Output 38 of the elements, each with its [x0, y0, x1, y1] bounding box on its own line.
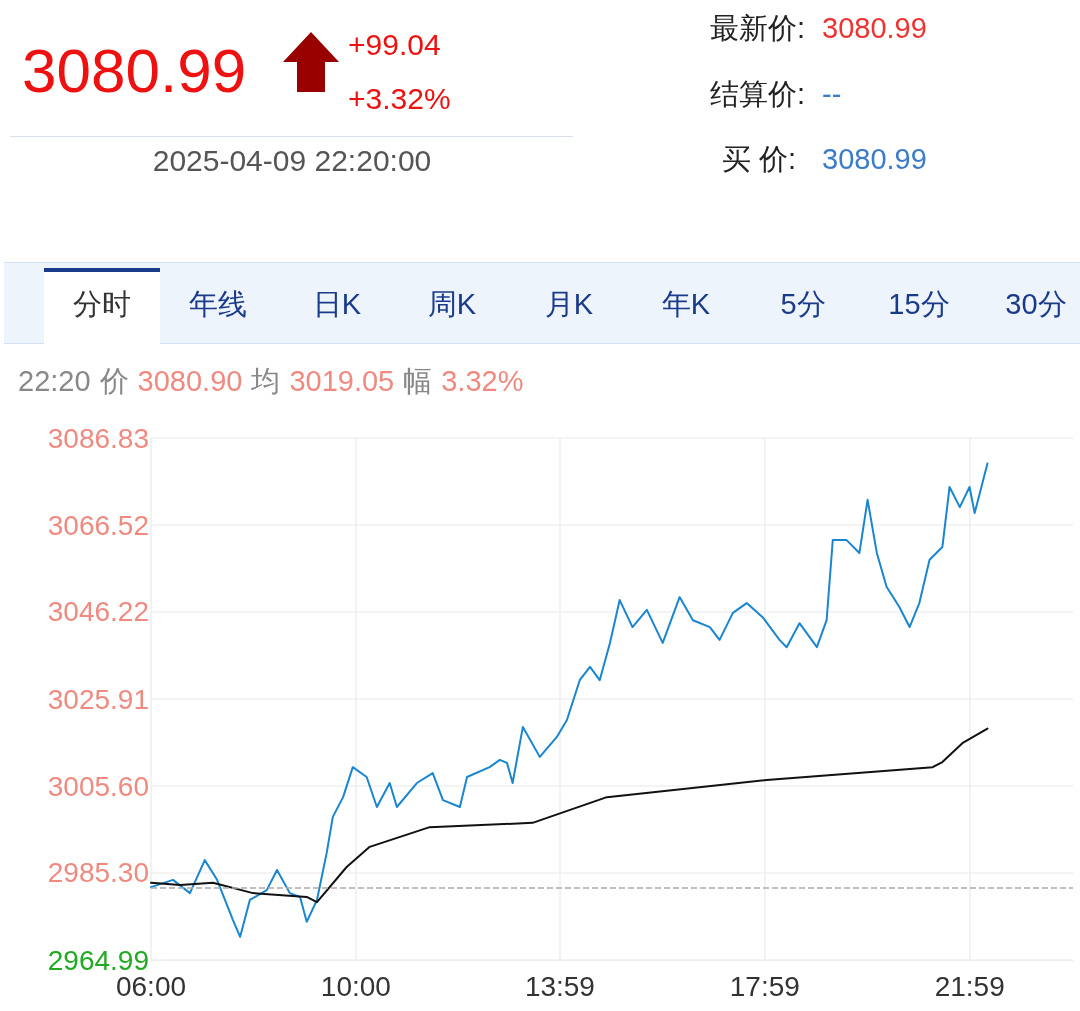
x-tick-label: 10:00: [320, 970, 391, 1002]
text: 22:20: [18, 365, 91, 397]
y-tick-label: 3066.52: [47, 509, 149, 541]
text: +3.32%: [348, 82, 451, 115]
text: 幅: [403, 365, 433, 397]
text: 15分: [888, 288, 950, 320]
text: 3019.05: [289, 365, 395, 397]
text: 3080.99: [822, 12, 927, 44]
text: 月K: [544, 288, 594, 320]
x-tick-label: 17:59: [729, 970, 800, 1002]
x-tick-label: 13:59: [524, 970, 595, 1002]
chart-title: 3080.99: [822, 143, 927, 175]
text: 5分: [780, 288, 826, 320]
y-tick-label: 3086.83: [47, 422, 149, 454]
text: 周K: [427, 288, 477, 320]
y-tick-label: 2985.30: [47, 857, 149, 889]
text: 最新价:: [710, 12, 806, 44]
text: 分时: [73, 288, 131, 320]
y-tick-label: 3046.22: [47, 596, 149, 628]
line-series: [150, 462, 989, 938]
text: 年K: [661, 288, 711, 320]
text: 价: [99, 365, 129, 397]
text: 3080.99: [22, 36, 247, 105]
text: 3080.90: [137, 365, 243, 397]
x-tick-label: 21:59: [934, 970, 1005, 1002]
text: +99.04: [348, 28, 441, 61]
text: 日K: [312, 288, 362, 320]
text: --: [822, 78, 842, 110]
text: 30分: [1005, 288, 1067, 320]
text: 均: [251, 365, 281, 397]
y-tick-label: 3025.91: [47, 683, 149, 715]
line-series: [150, 727, 989, 904]
text: 年线: [189, 288, 247, 320]
text: 3.32%: [441, 365, 524, 397]
chart-subtitle: 2025-04-09 22:20:00: [152, 144, 432, 177]
text: 结算价:: [710, 78, 806, 110]
y-tick-label: 3005.60: [47, 770, 149, 802]
text: 买 价:: [722, 143, 797, 175]
